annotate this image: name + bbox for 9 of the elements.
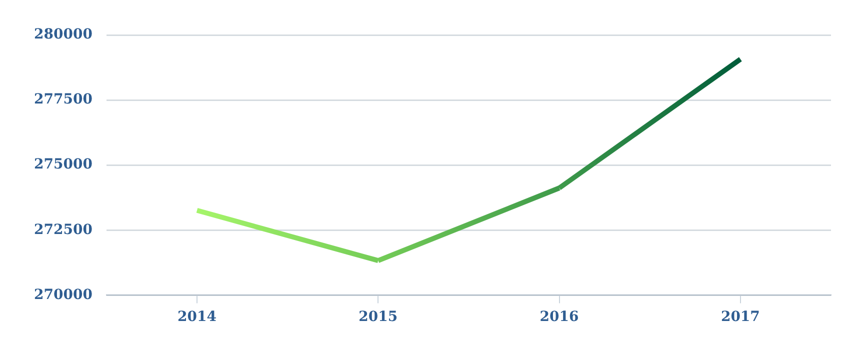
y-tick-label: 277500 xyxy=(34,92,93,108)
x-tick-label: 2014 xyxy=(178,309,217,326)
y-tick-label: 280000 xyxy=(34,26,93,43)
y-tick-label: 275000 xyxy=(34,156,93,173)
y-tick-label: 270000 xyxy=(34,286,93,303)
x-tick-label: 2016 xyxy=(540,309,579,326)
x-tick-label: 2015 xyxy=(358,309,398,326)
x-tick-label: 2017 xyxy=(720,309,760,326)
y-tick-label: 272500 xyxy=(34,222,93,238)
